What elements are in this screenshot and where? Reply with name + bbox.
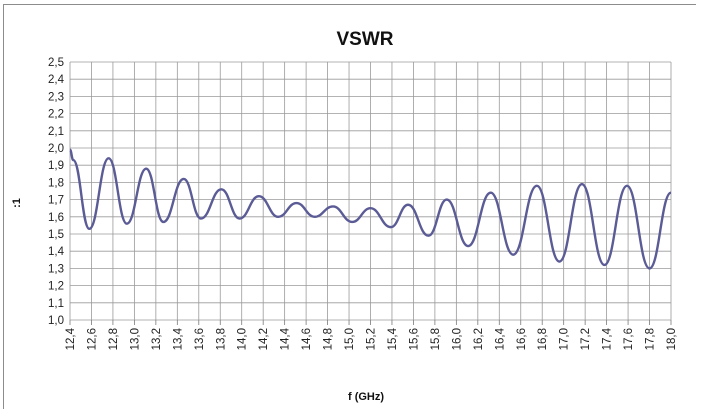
y-tick-label: 1,9 — [48, 160, 64, 172]
x-tick-label: 12,8 — [108, 328, 120, 350]
y-tick-label: 1,3 — [48, 263, 64, 275]
x-tick-label: 15,2 — [366, 328, 378, 350]
x-tick-label: 14,6 — [301, 328, 313, 350]
x-tick-label: 13,0 — [129, 328, 141, 350]
y-tick-label: 2,4 — [48, 74, 65, 86]
x-tick-label: 15,8 — [430, 328, 442, 350]
series-lines — [68, 148, 673, 270]
x-tick-label: 14,2 — [258, 328, 270, 350]
x-tick-label: 16,4 — [494, 327, 506, 350]
y-tick-label: 1,5 — [48, 229, 64, 241]
x-tick-label: 18,0 — [666, 328, 678, 350]
x-tick-label: 13,4 — [172, 327, 184, 350]
x-tick-label: 14,4 — [280, 327, 292, 350]
x-tick-label: 15,6 — [408, 328, 420, 350]
x-axis-label: f (GHz) — [348, 391, 384, 403]
y-tick-label: 1,4 — [48, 246, 65, 258]
y-tick-labels: 1,0 1,1 1,2 1,3 1,4 1,5 1,6 1,7 1,8 1,9 2,0 2,1 2,2 2… — [48, 57, 65, 327]
y-tick-label: 2,2 — [48, 109, 64, 121]
y-tick-label: 1,8 — [48, 177, 64, 189]
vswr-series-line — [68, 148, 673, 270]
y-tick-label: 2,0 — [48, 143, 64, 155]
y-tick-label: 2,1 — [48, 126, 64, 138]
x-tick-label: 15,4 — [387, 327, 399, 350]
y-tick-label: 1,7 — [48, 195, 64, 207]
y-axis-label: :1 — [11, 198, 23, 208]
x-tick-label: 16,2 — [473, 328, 485, 350]
y-tick-label: 2,5 — [48, 57, 64, 69]
x-tick-label: 17,2 — [580, 328, 592, 350]
chart-frame: 1,0 1,1 1,2 1,3 1,4 1,5 1,6 1,7 1,8 1,9 2,0 2,1 2,2 2… — [3, 4, 697, 410]
x-tick-label: 12,4 — [65, 327, 77, 350]
x-tick-label: 13,6 — [194, 328, 206, 350]
x-tick-label: 17,8 — [645, 328, 657, 350]
x-tick-label: 16,6 — [516, 328, 528, 350]
x-tick-label: 17,6 — [623, 328, 635, 350]
chart-title: VSWR — [337, 29, 394, 50]
x-tick-label: 15,0 — [344, 328, 356, 350]
grid-lines — [69, 61, 672, 325]
x-tick-label: 16,0 — [451, 328, 463, 350]
x-tick-label: 12,6 — [86, 328, 98, 350]
x-tick-label: 14,0 — [237, 328, 249, 350]
vswr-chart: 1,0 1,1 1,2 1,3 1,4 1,5 1,6 1,7 1,8 1,9 2,0 2,1 2,2 2… — [4, 5, 697, 410]
x-tick-labels: 12,4 12,6 12,8 13,0 13,2 13,4 13,6 13,8 14,0 14,2… — [65, 327, 678, 350]
x-tick-label: 13,2 — [151, 328, 163, 350]
y-tick-label: 1,2 — [48, 281, 64, 293]
x-tick-label: 13,8 — [215, 328, 227, 350]
x-tick-label: 17,4 — [602, 327, 614, 350]
y-tick-label: 1,0 — [48, 315, 64, 327]
x-tick-label: 14,8 — [323, 328, 335, 350]
x-tick-label: 16,8 — [537, 328, 549, 350]
y-tick-label: 1,6 — [48, 212, 64, 224]
y-tick-label: 2,3 — [48, 91, 64, 103]
x-tick-label: 17,0 — [559, 328, 571, 350]
y-tick-label: 1,1 — [48, 298, 64, 310]
